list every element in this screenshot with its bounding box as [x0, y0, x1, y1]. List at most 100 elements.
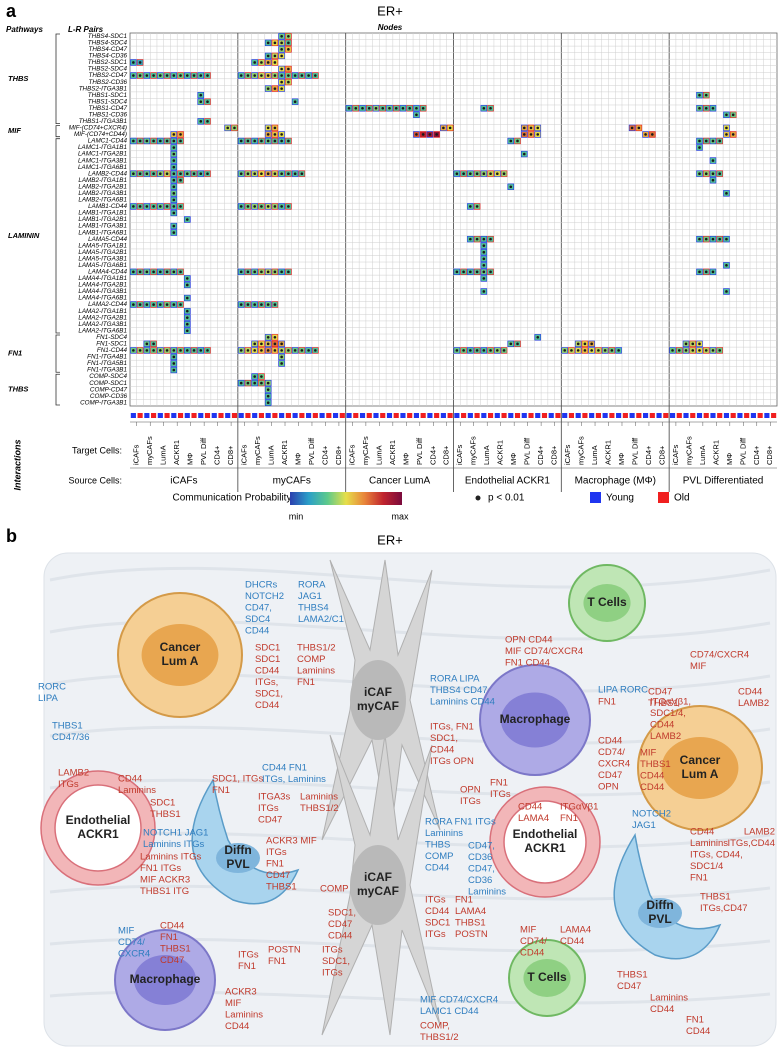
pair-label: LAMA2-ITGA6B1 [78, 327, 127, 334]
significance-dot [300, 349, 304, 352]
group-indicator [218, 413, 224, 418]
significance-dot [401, 106, 405, 110]
pair-label: THBS2-CD36 [89, 79, 128, 86]
interaction-label: LAMA4 [455, 906, 486, 917]
pair-label: LAMB1-CD44 [88, 203, 127, 210]
significance-dot [253, 139, 256, 143]
significance-dot [192, 74, 196, 77]
significance-dot [698, 139, 701, 143]
significance-dot [280, 67, 283, 71]
significance-dot [489, 172, 492, 175]
significance-dot [516, 139, 519, 143]
significance-dot [260, 61, 263, 64]
significance-dot [165, 270, 169, 274]
group-indicator [649, 413, 655, 418]
cell-nucleus [638, 898, 682, 928]
significance-dot [172, 165, 176, 169]
cell-nucleus [350, 845, 406, 925]
significance-dot [185, 283, 189, 287]
interaction-label: CD47 [617, 981, 641, 992]
group-indicator [225, 413, 231, 418]
cell-nucleus [216, 843, 260, 873]
interaction-label: ITGs [258, 803, 279, 814]
cell-name: PVL [226, 857, 249, 871]
significance-dot [172, 198, 176, 202]
significance-dot [367, 106, 371, 110]
significance-dot [132, 270, 135, 274]
interaction-label: SDC4 [245, 614, 270, 625]
interaction-label: FN1 [268, 956, 286, 967]
significance-dot [287, 34, 290, 38]
target-label: PVL Diff [307, 437, 316, 465]
interaction-label: ITGs [460, 796, 481, 807]
significance-dot [293, 74, 297, 77]
significance-dot [172, 159, 176, 162]
significance-dot [307, 74, 310, 77]
interaction-label: OPN [598, 782, 619, 793]
significance-dot [489, 349, 492, 352]
source-label: iCAFs [170, 476, 197, 487]
cell-nucleus [500, 692, 570, 748]
significance-dot [145, 349, 149, 352]
group-indicator [413, 413, 420, 418]
target-label: CD4+ [213, 445, 222, 465]
cell-edge [489, 786, 601, 898]
interaction-label: POSTN [455, 929, 488, 940]
significance-dot [482, 270, 486, 274]
significance-dot [704, 349, 708, 352]
pair-label: THBS4-CD36 [89, 53, 128, 60]
significance-dot [280, 172, 283, 175]
significance-dot [199, 120, 203, 123]
cell-nucleus [583, 584, 631, 622]
pair-label: COMP-CD36 [90, 393, 128, 400]
group-indicator [690, 413, 696, 418]
significance-dot [179, 139, 182, 143]
group-indicator [595, 413, 601, 418]
group-indicator [582, 413, 588, 418]
significance-dot [293, 100, 297, 104]
significance-dot [246, 172, 250, 175]
significance-dot [711, 106, 715, 110]
interaction-label: RORA [298, 580, 326, 591]
significance-dot [704, 139, 708, 143]
group-indicator [447, 413, 453, 418]
group-indicator [231, 413, 238, 418]
group-indicator [669, 413, 676, 418]
significance-dot [516, 342, 519, 346]
target-label: myCAFs [577, 436, 586, 465]
cell-name: iCAF [364, 685, 392, 699]
significance-dot [482, 277, 486, 280]
legend-swatch [590, 492, 601, 503]
significance-dot [172, 178, 176, 182]
group-indicator [393, 413, 399, 418]
pair-label: LAMA5-ITGA2B1 [78, 249, 127, 256]
interaction-label: ITGs OPN [430, 756, 474, 767]
significance-dot [172, 349, 176, 352]
pair-label: LAMB2-CD44 [88, 170, 127, 177]
significance-dot [138, 61, 142, 64]
pair-label: LAMC1-CD44 [88, 138, 128, 145]
significance-dot [266, 349, 270, 352]
interaction-label: CD44 [328, 931, 352, 942]
significance-dot [172, 185, 176, 189]
significance-dot [172, 146, 176, 149]
significance-dot [185, 349, 189, 352]
significance-dot [469, 172, 472, 175]
target-label: ACKR1 [388, 440, 397, 465]
group-indicator [757, 413, 763, 418]
significance-dot [159, 74, 162, 77]
interaction-label: SDC1 [255, 643, 280, 654]
cell-name: ACKR1 [77, 827, 119, 841]
group-indicator [575, 413, 581, 418]
significance-dot [266, 205, 270, 208]
significance-dot [152, 205, 155, 208]
group-indicator [434, 413, 440, 418]
significance-dot [246, 270, 250, 274]
significance-dot [165, 74, 169, 77]
significance-dot [266, 126, 270, 130]
legend-label: Young [606, 493, 634, 504]
group-indicator [245, 413, 251, 418]
interaction-label: CD47, [468, 841, 495, 852]
cell-name: Diffn [646, 898, 673, 912]
significance-dot [711, 349, 715, 352]
